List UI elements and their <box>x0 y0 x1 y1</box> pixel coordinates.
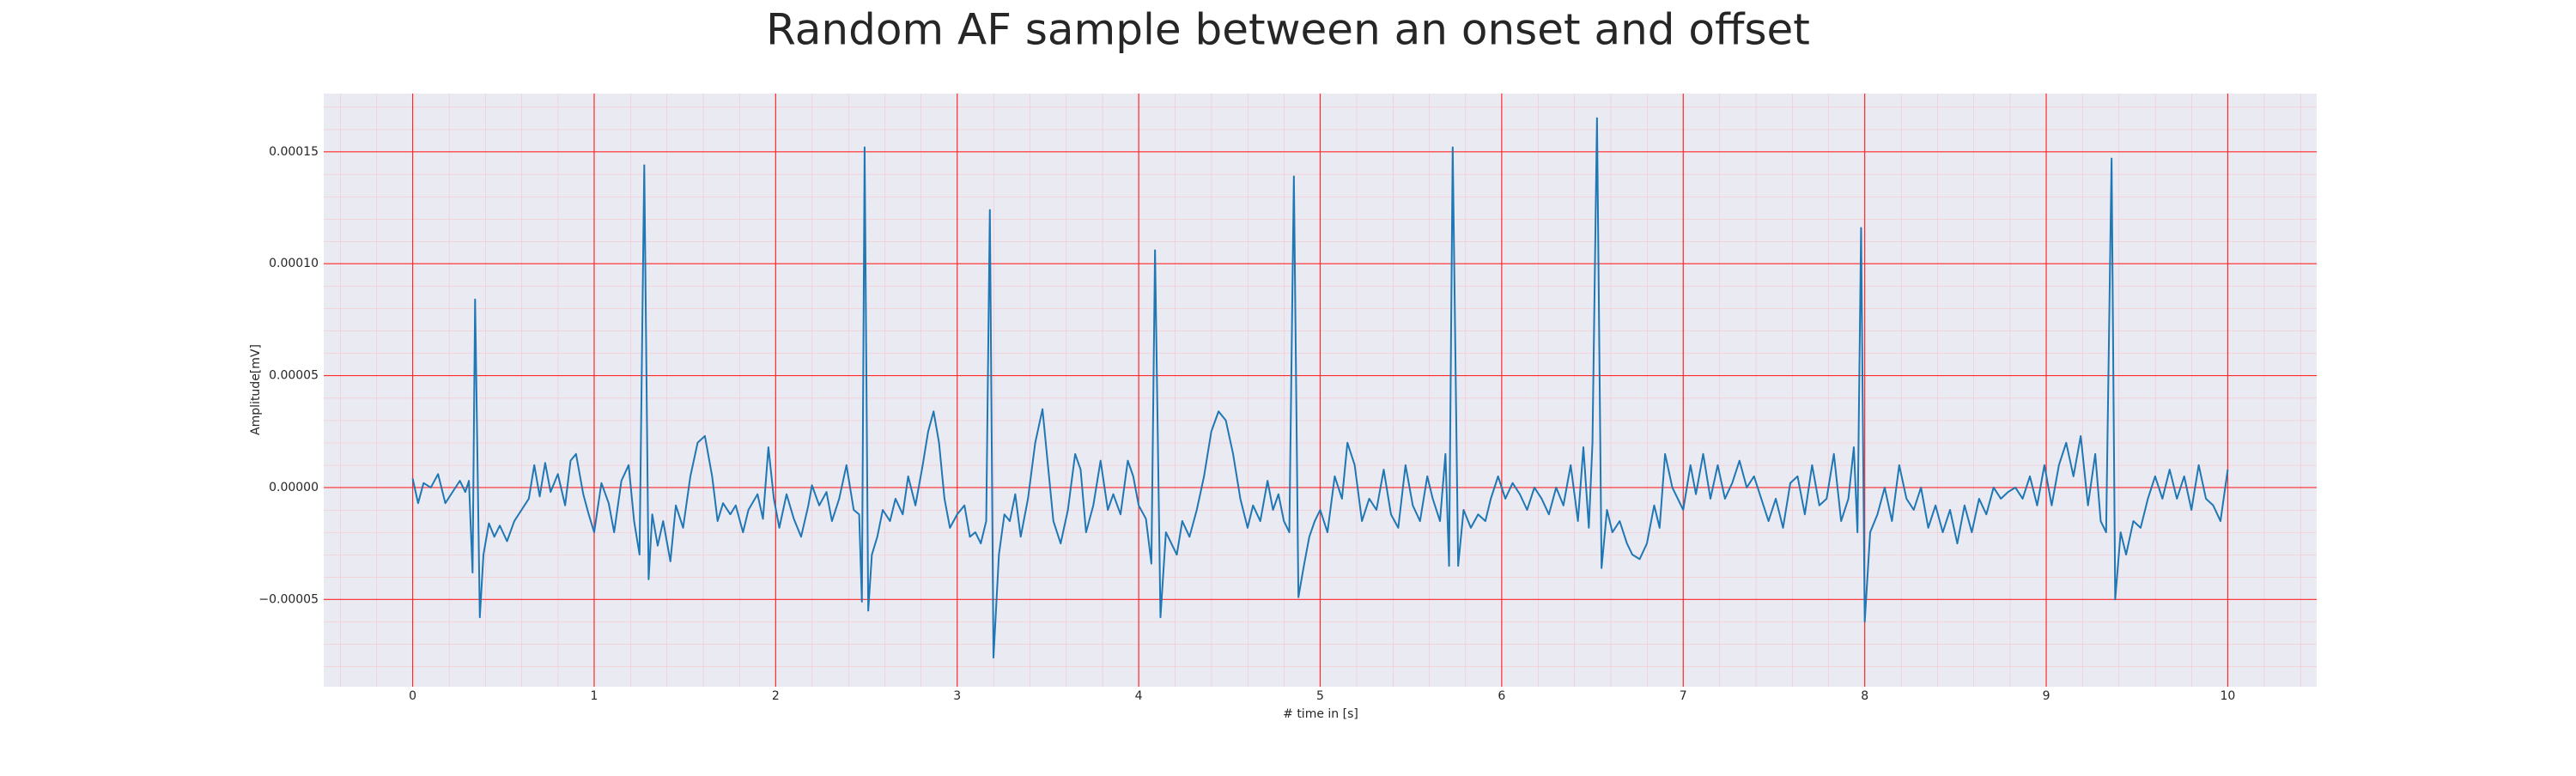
x-tick-label: 4 <box>1135 689 1143 703</box>
y-tick-label: 0.00010 <box>269 257 319 270</box>
y-tick-label: 0.00015 <box>269 145 319 159</box>
x-tick-label: 10 <box>2221 689 2236 703</box>
y-tick-label: −0.00005 <box>258 592 319 606</box>
y-tick-label: 0.00005 <box>269 369 319 383</box>
x-tick-label: 1 <box>591 689 598 703</box>
x-tick-label: 9 <box>2043 689 2050 703</box>
x-axis-label: # time in [s] <box>1283 707 1358 721</box>
y-tick-label: 0.00000 <box>269 481 319 494</box>
y-axis-label: Amplitude[mV] <box>249 344 263 435</box>
x-tick-label: 7 <box>1680 689 1687 703</box>
x-tick-label: 5 <box>1316 689 1324 703</box>
x-tick-label: 3 <box>953 689 961 703</box>
signal-line <box>411 117 2229 659</box>
chart-title: Random AF sample between an onset and of… <box>766 5 1810 55</box>
x-tick-label: 2 <box>772 689 780 703</box>
x-tick-label: 8 <box>1861 689 1868 703</box>
x-tick-label: 6 <box>1498 689 1505 703</box>
x-tick-label: 0 <box>409 689 416 703</box>
